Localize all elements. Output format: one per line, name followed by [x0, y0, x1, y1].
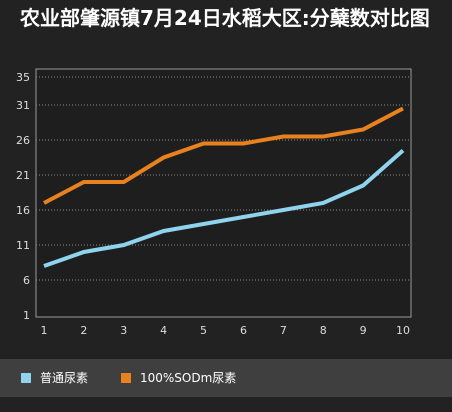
- x-tick-label-8: 9: [360, 324, 367, 337]
- legend-swatch-series-1: [21, 373, 31, 383]
- x-tick-label-5: 6: [240, 324, 247, 337]
- legend: 普通尿素 100%SODm尿素: [0, 359, 452, 397]
- series-lines: [43, 106, 405, 268]
- x-tick-label-3: 4: [160, 324, 167, 337]
- legend-label-series-1: 普通尿素: [40, 371, 89, 385]
- series-line-1: [43, 148, 405, 268]
- x-tick-label-9: 10: [396, 324, 410, 337]
- y-tick-label-2: 11: [16, 239, 30, 252]
- legend-item-series-1: 普通尿素: [21, 371, 88, 385]
- x-tick-labels: 1 2 3 4 5 6 7 8 9 10: [41, 324, 411, 337]
- x-tick-label-4: 5: [200, 324, 207, 337]
- legend-item-series-2: 100%SODm尿素: [121, 371, 236, 385]
- y-tick-label-5: 26: [16, 134, 30, 147]
- y-tick-label-6: 31: [16, 99, 30, 112]
- x-tick-label-2: 3: [120, 324, 127, 337]
- chart-title: 农业部肇源镇7月24日水稻大区:分蘖数对比图: [20, 6, 430, 30]
- series-line-2: [43, 106, 404, 205]
- y-tick-label-1: 6: [23, 274, 30, 287]
- x-tick-label-7: 8: [320, 324, 327, 337]
- legend-label-series-2: 100%SODm尿素: [140, 371, 237, 385]
- x-tick-label-6: 7: [280, 324, 287, 337]
- y-tick-label-0: 1: [23, 309, 30, 322]
- x-tick-label-0: 1: [41, 324, 48, 337]
- grid-lines: [36, 76, 411, 281]
- legend-swatch-series-2: [121, 373, 131, 383]
- x-tick-label-1: 2: [80, 324, 87, 337]
- y-tick-label-4: 21: [16, 169, 30, 182]
- y-tick-label-7: 35: [16, 71, 30, 84]
- y-tick-label-3: 16: [16, 204, 30, 217]
